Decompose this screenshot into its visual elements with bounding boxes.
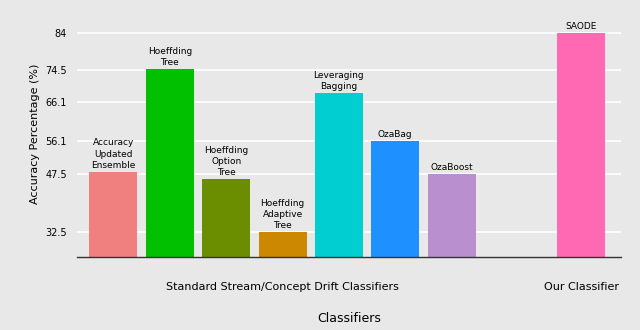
Text: OzaBag: OzaBag [378,130,413,139]
Text: SAODE: SAODE [566,22,597,31]
Text: Hoeffding
Option
Tree: Hoeffding Option Tree [204,146,248,177]
Text: Hoeffding
Adaptive
Tree: Hoeffding Adaptive Tree [260,199,305,230]
Text: Our Classifier: Our Classifier [544,282,619,292]
Bar [146,69,194,330]
Bar [315,93,363,330]
Bar [202,179,250,330]
Bar [90,172,138,330]
Text: Accuracy
Updated
Ensemble: Accuracy Updated Ensemble [92,138,136,170]
Bar [428,174,476,330]
Text: Leveraging
Bagging: Leveraging Bagging [314,71,364,91]
Text: Standard Stream/Concept Drift Classifiers: Standard Stream/Concept Drift Classifier… [166,282,399,292]
Bar [371,141,419,330]
Y-axis label: Accuracy Percentage (%): Accuracy Percentage (%) [30,63,40,204]
Text: OzaBoost: OzaBoost [430,163,473,172]
Bar [259,232,307,330]
Bar [557,33,605,330]
Text: Hoeffding
Tree: Hoeffding Tree [148,47,192,67]
Text: Classifiers: Classifiers [317,312,381,325]
